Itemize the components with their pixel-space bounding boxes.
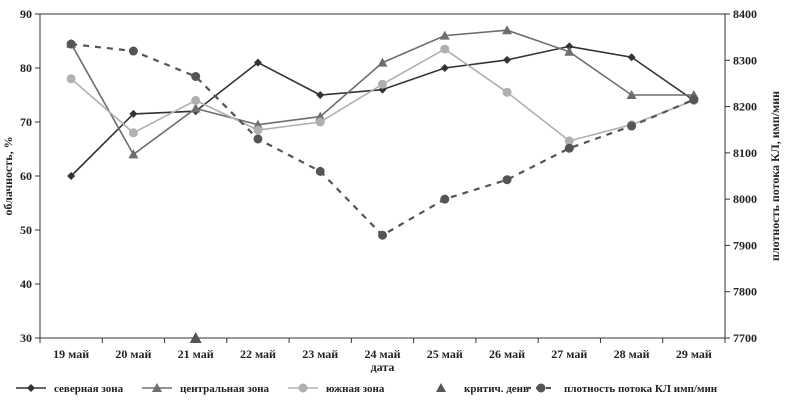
legend-swatch-marker (27, 384, 35, 392)
x-tick-label: 21 май (178, 347, 214, 361)
series-4-point (378, 230, 387, 240)
series-2-point (378, 79, 387, 89)
series-1-point (502, 25, 513, 35)
x-tick-label: 19 май (53, 347, 89, 361)
series-4-point (440, 194, 450, 204)
series-0-point (503, 55, 512, 64)
x-tick-label: 24 май (364, 347, 400, 361)
series-4-point (66, 39, 76, 49)
series-0-point (67, 172, 76, 180)
series-4-point (627, 121, 637, 131)
series-1-point (128, 149, 139, 159)
legend-swatch-marker (436, 383, 446, 392)
series-4-point (689, 95, 699, 105)
series-0-point (129, 109, 138, 118)
y-right-tick-label: 8100 (733, 146, 757, 160)
legend-swatch-marker (152, 383, 162, 392)
legend-swatch-marker (298, 383, 308, 393)
series-2-point (564, 136, 574, 146)
series-2-point (315, 117, 325, 127)
x-tick-label: 28 май (614, 347, 650, 361)
x-axis-title: дата (371, 360, 395, 374)
y-left-tick-label: 30 (20, 331, 32, 345)
series-2-point (253, 125, 263, 135)
series-3-point (189, 332, 202, 343)
y-right-tick-label: 8000 (733, 192, 757, 206)
series-1-point (190, 103, 201, 113)
y-right-tick-label: 8300 (733, 53, 757, 67)
y-right-tick-label: 8400 (733, 7, 757, 21)
series-1-point (377, 57, 388, 67)
series-2-point (191, 95, 201, 105)
x-tick-label: 29 май (676, 347, 712, 361)
y-left-tick-label: 90 (20, 7, 32, 21)
series-0-point (440, 64, 449, 72)
legend-swatch-marker (536, 383, 546, 393)
legend-label: критич. день (464, 383, 529, 395)
series-4-point (191, 71, 201, 81)
y-right-tick-label: 7900 (733, 238, 757, 252)
y-left-tick-label: 40 (20, 277, 32, 291)
y-left-tick-label: 50 (20, 223, 32, 237)
x-tick-label: 25 май (427, 347, 463, 361)
legend-label: северная зона (54, 383, 124, 395)
y-left-tick-label: 80 (20, 61, 32, 75)
x-tick-label: 27 май (551, 347, 587, 361)
series-0-point (565, 42, 574, 51)
series-4-point (315, 166, 325, 176)
x-tick-label: 20 май (115, 347, 151, 361)
series-1-point (626, 90, 637, 99)
series-4-point (128, 46, 138, 56)
series-0-point (253, 58, 262, 67)
series-4-point (564, 143, 574, 153)
y-left-tick-label: 70 (20, 115, 32, 129)
y-right-tick-label: 7700 (733, 331, 757, 345)
series-2-point (440, 44, 450, 54)
x-tick-label: 22 май (240, 347, 276, 361)
y-left-tick-label: 60 (20, 169, 32, 183)
y-right-tick-label: 7800 (733, 285, 757, 299)
legend-label: плотность потока КЛ имп/мин (564, 383, 718, 395)
legend-label: центральная зона (180, 383, 270, 395)
series-0-point (627, 53, 636, 62)
series-1-point (439, 30, 450, 40)
series-2-point (128, 128, 138, 138)
series-2-point (66, 74, 76, 84)
y-left-axis-title: облачность, % (1, 136, 15, 215)
x-tick-label: 26 май (489, 347, 525, 361)
series-4-point (253, 134, 263, 144)
series-1-point (564, 46, 575, 56)
series-4-point (502, 175, 512, 185)
y-right-tick-label: 8200 (733, 100, 757, 114)
y-right-axis-title: плотность потока КЛ, имп/мин (768, 91, 782, 261)
series-2-point (502, 87, 512, 97)
legend-label: южная зона (326, 383, 385, 395)
series-0-point (316, 91, 325, 99)
x-tick-label: 23 май (302, 347, 338, 361)
